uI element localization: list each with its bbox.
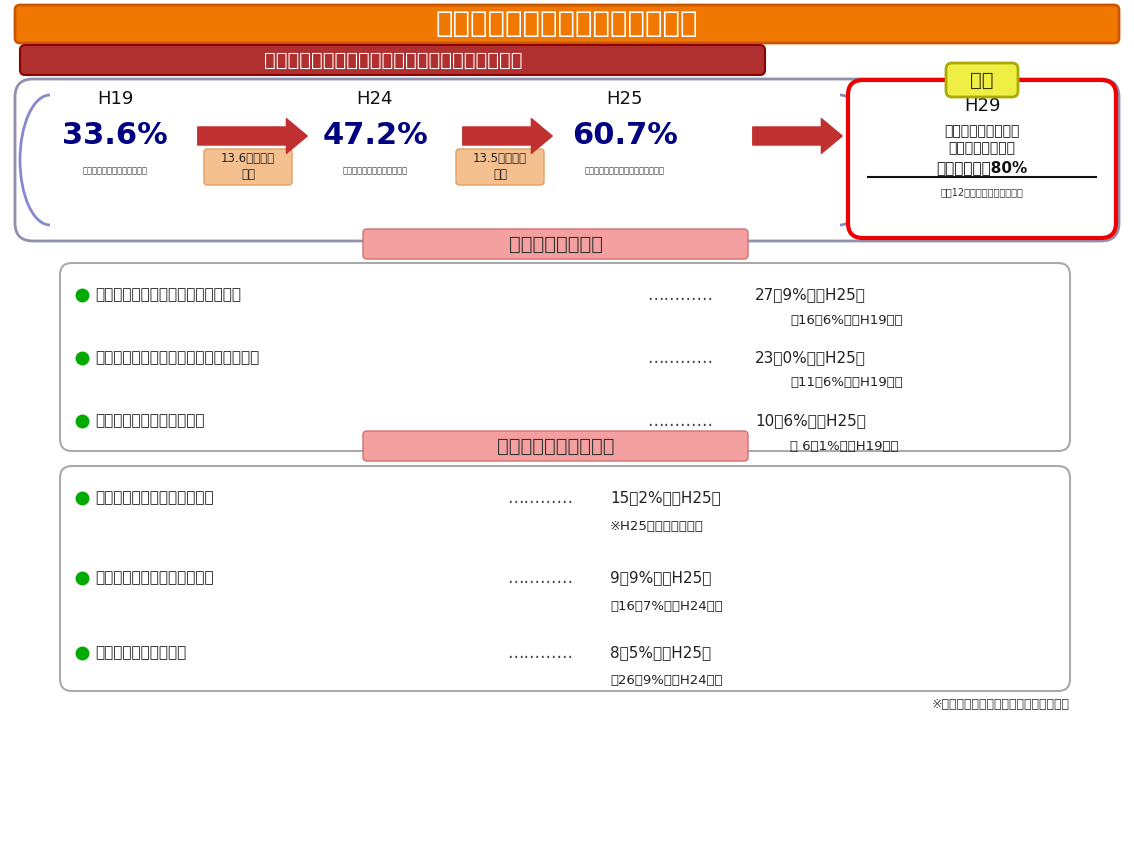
Text: 目標: 目標	[971, 71, 993, 89]
FancyBboxPatch shape	[15, 5, 1119, 43]
Text: （ 6．1%　（H19））: （ 6．1% （H19））	[790, 439, 898, 453]
Text: （16．7%　（H24））: （16．7% （H24））	[610, 599, 722, 613]
Text: 「取り組み方が分からない」: 「取り組み方が分からない」	[95, 570, 213, 585]
Text: に取り組んでいる: に取り組んでいる	[948, 141, 1016, 155]
Text: （第12次労働災害防止計画）: （第12次労働災害防止計画）	[940, 187, 1024, 197]
Text: …………: …………	[507, 569, 573, 587]
Text: H25: H25	[607, 90, 643, 108]
FancyBboxPatch shape	[363, 229, 748, 259]
Text: 「職場復帰における支援」: 「職場復帰における支援」	[95, 414, 204, 429]
Text: 60.7%: 60.7%	[572, 122, 678, 151]
Text: 取り組んでいない理由: 取り組んでいない理由	[497, 437, 615, 455]
FancyBboxPatch shape	[946, 63, 1018, 97]
Text: …………: …………	[648, 286, 713, 304]
Text: 8．5%　（H25）: 8．5% （H25）	[610, 646, 711, 660]
FancyBboxPatch shape	[204, 149, 291, 185]
Text: 47.2%: 47.2%	[322, 122, 428, 151]
Text: 10．6%　（H25）: 10．6% （H25）	[755, 414, 866, 429]
Text: 13.6ポイント
向上: 13.6ポイント 向上	[221, 152, 276, 181]
Text: ※パーセントは事業所全体に占める割合: ※パーセントは事業所全体に占める割合	[932, 698, 1070, 711]
FancyBboxPatch shape	[15, 5, 1119, 43]
Text: 「必要性を感じない」: 「必要性を感じない」	[95, 646, 186, 660]
Text: H29: H29	[964, 97, 1000, 115]
Text: 13.5ポイント
向上: 13.5ポイント 向上	[473, 152, 527, 181]
Text: H24: H24	[357, 90, 393, 108]
Text: （16．6%　（H19））: （16．6% （H19））	[790, 313, 903, 327]
Text: （労働安全衛生調査（実態調査））: （労働安全衛生調査（実態調査））	[585, 167, 665, 175]
Text: 「労働者への教育研修・情報提供」: 「労働者への教育研修・情報提供」	[95, 288, 242, 302]
Text: 9．9%　（H25）: 9．9% （H25）	[610, 570, 711, 585]
Text: …………: …………	[648, 349, 713, 367]
FancyBboxPatch shape	[456, 149, 544, 185]
Text: …………: …………	[507, 489, 573, 507]
Text: H19: H19	[96, 90, 133, 108]
Text: …………: …………	[507, 644, 573, 662]
FancyBboxPatch shape	[15, 79, 1119, 241]
Text: メンタルヘルス対策: メンタルヘルス対策	[945, 124, 1019, 138]
Text: 15．2%　（H25）: 15．2% （H25）	[610, 490, 721, 505]
Text: 「該当する労働者がいない」: 「該当する労働者がいない」	[95, 490, 213, 505]
Text: 33.6%: 33.6%	[62, 122, 168, 151]
Text: （26．9%　（H24））: （26．9% （H24））	[610, 675, 722, 688]
Text: 23．0%　（H25）: 23．0% （H25）	[755, 351, 866, 365]
Text: （労働者健康状況調査報告）: （労働者健康状況調査報告）	[342, 167, 407, 175]
Text: メンタルヘルス対策に取り組んでいる事業場割合: メンタルヘルス対策に取り組んでいる事業場割合	[264, 50, 523, 70]
Text: 取組の具体的内容: 取組の具体的内容	[508, 235, 602, 254]
Text: 27．9%　（H25）: 27．9% （H25）	[755, 288, 866, 302]
FancyBboxPatch shape	[60, 263, 1070, 451]
Text: …………: …………	[648, 412, 713, 430]
FancyBboxPatch shape	[60, 466, 1070, 691]
Text: 事業場の割合80%: 事業場の割合80%	[937, 161, 1027, 175]
FancyBboxPatch shape	[848, 80, 1116, 238]
Text: メンタルヘルス対策の取組の現状: メンタルヘルス対策の取組の現状	[435, 10, 699, 38]
FancyBboxPatch shape	[363, 431, 748, 461]
Text: 「管理監督者への教育研修・情報提供」: 「管理監督者への教育研修・情報提供」	[95, 351, 260, 365]
Text: （11．6%　（H19））: （11．6% （H19））	[790, 376, 903, 390]
Text: ※H25のみの調査項目: ※H25のみの調査項目	[610, 519, 704, 533]
Text: （労働者健康状況調査報告）: （労働者健康状況調査報告）	[83, 167, 147, 175]
FancyBboxPatch shape	[20, 45, 765, 75]
